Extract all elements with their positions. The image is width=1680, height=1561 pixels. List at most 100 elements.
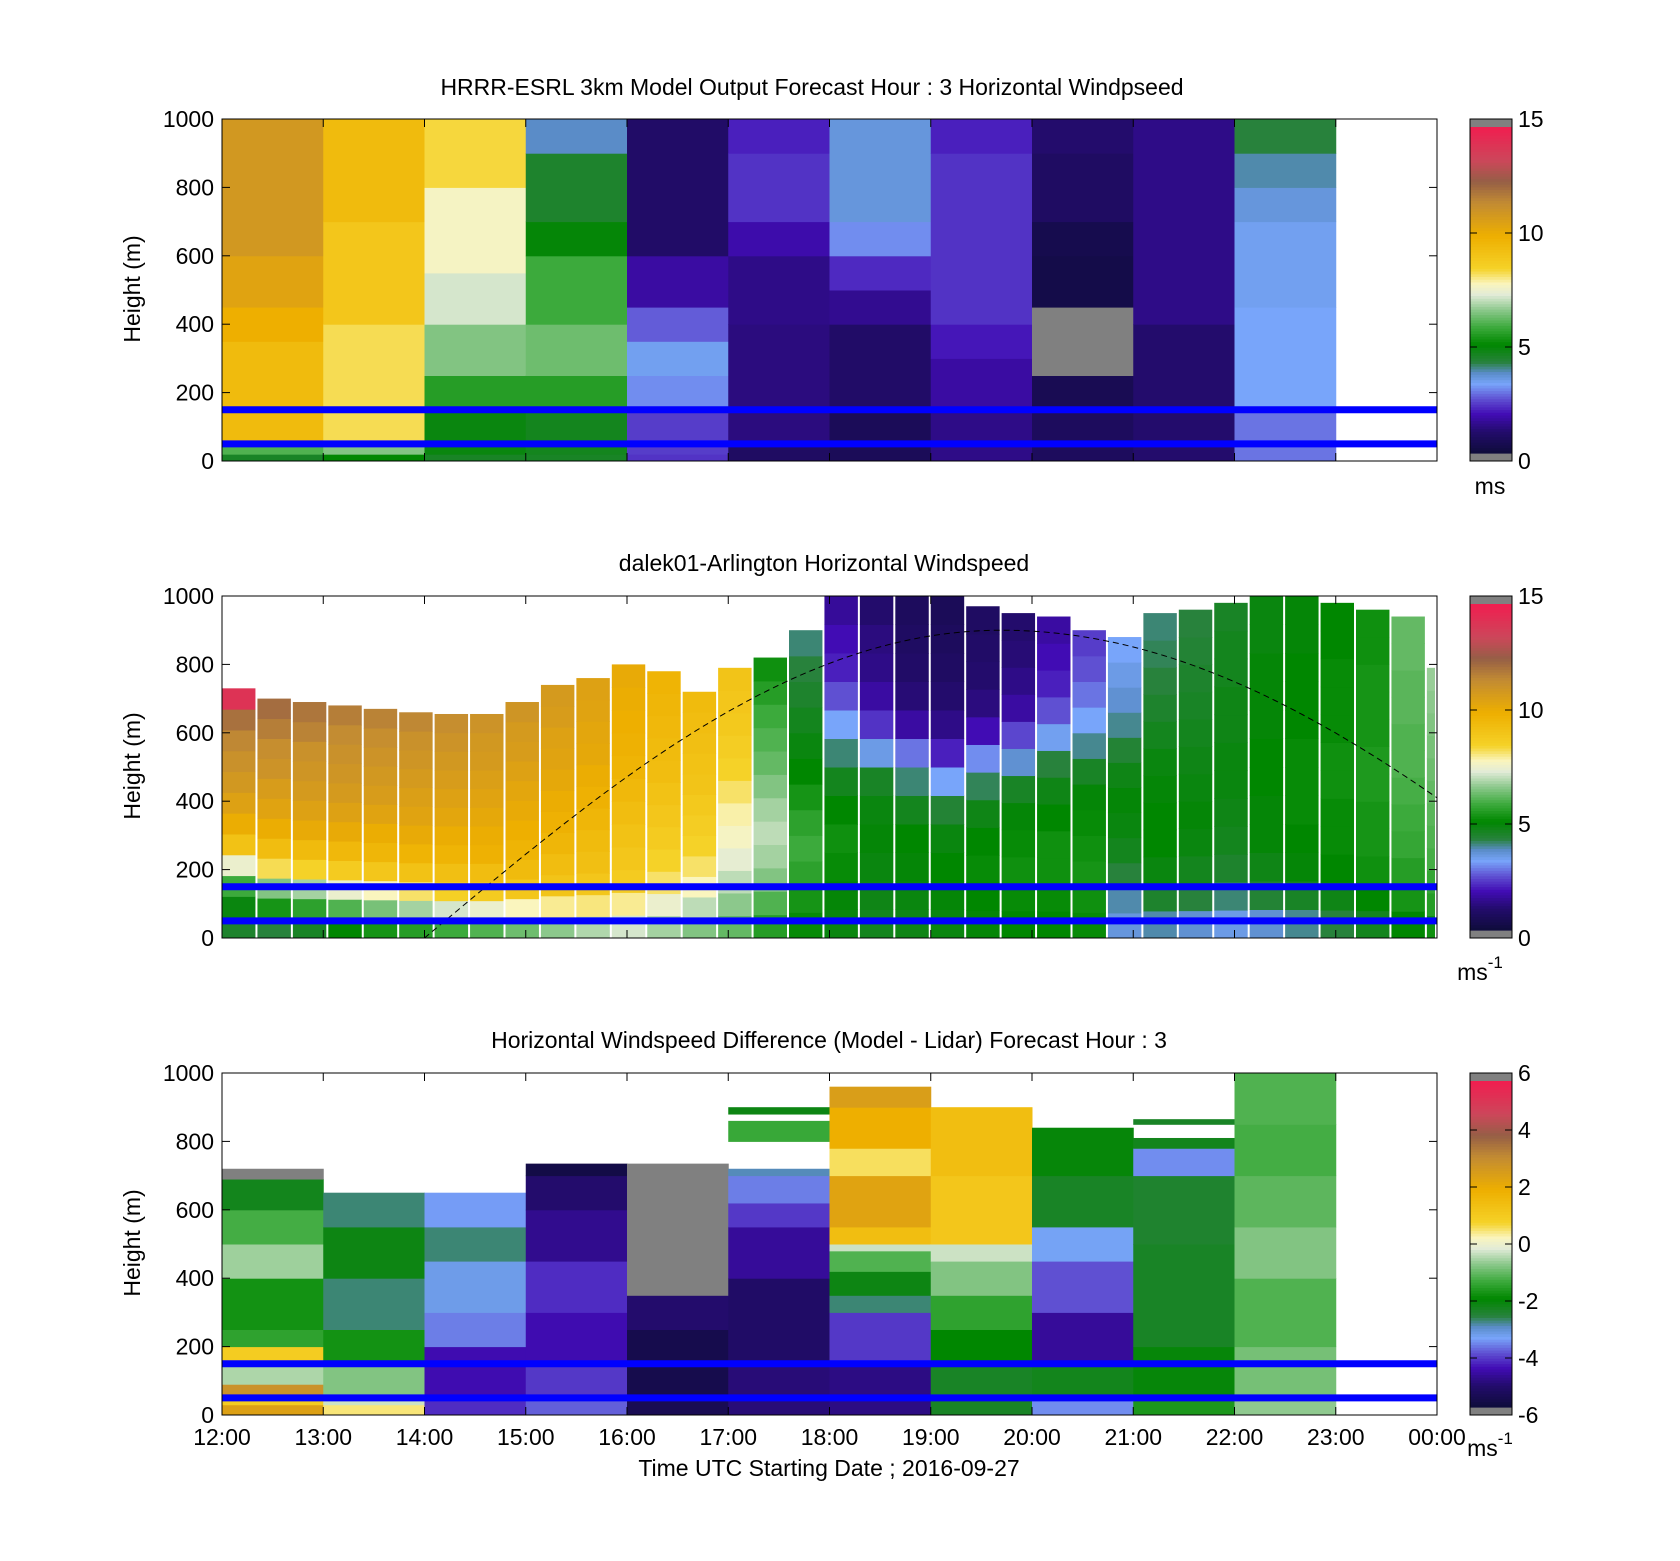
heatmap-cell: [1214, 770, 1248, 799]
colorbar-swatch: [1470, 173, 1512, 177]
heatmap-cell: [1143, 802, 1177, 831]
colorbar-swatch: [1470, 1309, 1512, 1313]
heatmap-cell: [1133, 119, 1235, 325]
colorbar-swatch: [1470, 1263, 1512, 1267]
panel-diff-heatmap: [222, 1073, 1337, 1416]
colorbar-swatch: [1470, 802, 1512, 806]
colorbar-swatch: [1470, 203, 1512, 207]
heatmap-cell: [1391, 670, 1425, 698]
heatmap-cell: [1178, 855, 1213, 884]
colorbar-swatch: [1470, 1363, 1512, 1367]
heatmap-cell: [682, 732, 717, 754]
colorbar-swatch: [1470, 1317, 1512, 1321]
colorbar-swatch: [1470, 848, 1512, 852]
colorbar-swatch: [1470, 1355, 1512, 1359]
colorbar-tick-label: -2: [1518, 1288, 1538, 1314]
colorbar-swatch: [1470, 1222, 1512, 1226]
colorbar-swatch: [1470, 265, 1512, 269]
heatmap-cell: [1234, 1346, 1337, 1395]
heatmap-cell: [1072, 784, 1106, 811]
colorbar-swatch: [1470, 360, 1512, 364]
heatmap-cell: [859, 710, 894, 739]
colorbar-swatch: [1470, 213, 1512, 218]
colorbar-swatch: [1470, 1102, 1512, 1107]
heatmap-cell: [1133, 324, 1235, 462]
heatmap-cell: [966, 716, 1000, 745]
colorbar-swatch: [1470, 387, 1512, 392]
heatmap-cell: [1391, 750, 1425, 778]
colorbar-swatch: [1470, 246, 1512, 250]
colorbar-swatch: [1470, 1301, 1512, 1305]
colorbar-swatch: [1470, 1295, 1512, 1299]
heatmap-cell: [789, 630, 823, 657]
colorbar-swatch: [1470, 1249, 1512, 1253]
heatmap-cell: [728, 1168, 830, 1177]
colorbar-swatch: [1470, 1320, 1512, 1324]
heatmap-cell: [1426, 802, 1435, 826]
heatmap-cell: [1249, 624, 1284, 654]
heatmap-cell: [292, 898, 327, 919]
colorbar-swatch: [1470, 404, 1512, 408]
colorbar-swatch: [1470, 1227, 1512, 1232]
colorbar-swatch: [1470, 322, 1512, 326]
heatmap-cell: [611, 687, 646, 711]
heatmap-cell: [824, 596, 858, 625]
heatmap-cell: [323, 324, 425, 445]
heatmap-cell: [1107, 787, 1142, 814]
heatmap-cell: [718, 757, 752, 781]
colorbar-swatch: [1470, 718, 1512, 722]
heatmap-cell: [895, 624, 929, 654]
colorbar-swatch: [1470, 333, 1512, 337]
colorbar-swatch: [1470, 368, 1512, 373]
colorbar-swatch: [1470, 1205, 1512, 1210]
colorbar-swatch: [1470, 891, 1512, 896]
colorbar-swatch: [1470, 1287, 1512, 1291]
heatmap-cell: [222, 750, 256, 773]
heatmap-cell: [1143, 667, 1177, 695]
x-tick-label: 15:00: [497, 1424, 555, 1450]
panel-model-colorbar: 0 5 10 15: [1469, 106, 1544, 474]
heatmap-cell: [292, 780, 327, 801]
heatmap-cell: [1214, 686, 1248, 716]
colorbar-swatch: [1470, 652, 1512, 657]
heatmap-cell: [930, 324, 1033, 359]
heatmap-cell: [399, 806, 433, 826]
heatmap-cell: [434, 751, 469, 771]
colorbar-swatch: [1470, 230, 1512, 234]
panel-lidar-x-ticks: [221, 596, 1438, 938]
heatmap-cell: [753, 680, 787, 705]
panel-diff-unit-base: ms: [1467, 1435, 1498, 1461]
colorbar-swatch: [1470, 604, 1512, 608]
colorbar-swatch: [1470, 818, 1512, 822]
colorbar-swatch: [1470, 382, 1512, 386]
heatmap-cell: [728, 221, 830, 257]
colorbar-swatch: [1470, 1219, 1512, 1223]
colorbar-tick-label: 10: [1518, 697, 1544, 723]
colorbar-swatch: [1470, 349, 1512, 354]
heatmap-cell: [470, 844, 504, 864]
colorbar-swatch: [1470, 693, 1512, 697]
heatmap-cell: [1391, 616, 1425, 644]
heatmap-cell: [424, 1261, 527, 1313]
heatmap-cell: [611, 710, 646, 734]
colorbar-swatch: [1470, 414, 1512, 419]
heatmap-cell: [966, 744, 1000, 773]
colorbar-swatch: [1470, 355, 1512, 359]
heatmap-cell: [505, 761, 539, 782]
heatmap-cell: [328, 763, 362, 784]
colorbar-swatch: [1470, 862, 1512, 866]
heatmap-cell: [1178, 773, 1213, 802]
colorbar-swatch: [1470, 1279, 1512, 1283]
colorbar-swatch: [1470, 764, 1512, 768]
heatmap-cell: [1426, 667, 1435, 691]
colorbar-swatch: [1470, 423, 1512, 427]
heatmap-cell: [363, 804, 398, 824]
heatmap-cell: [1391, 696, 1425, 725]
heatmap-cell: [525, 1163, 628, 1177]
heatmap-cell: [1285, 852, 1319, 882]
heatmap-cell: [789, 912, 823, 939]
heatmap-cell: [505, 839, 539, 860]
heatmap-cell: [647, 826, 681, 850]
heatmap-cell: [1320, 798, 1354, 827]
heatmap-cell: [1032, 255, 1134, 308]
